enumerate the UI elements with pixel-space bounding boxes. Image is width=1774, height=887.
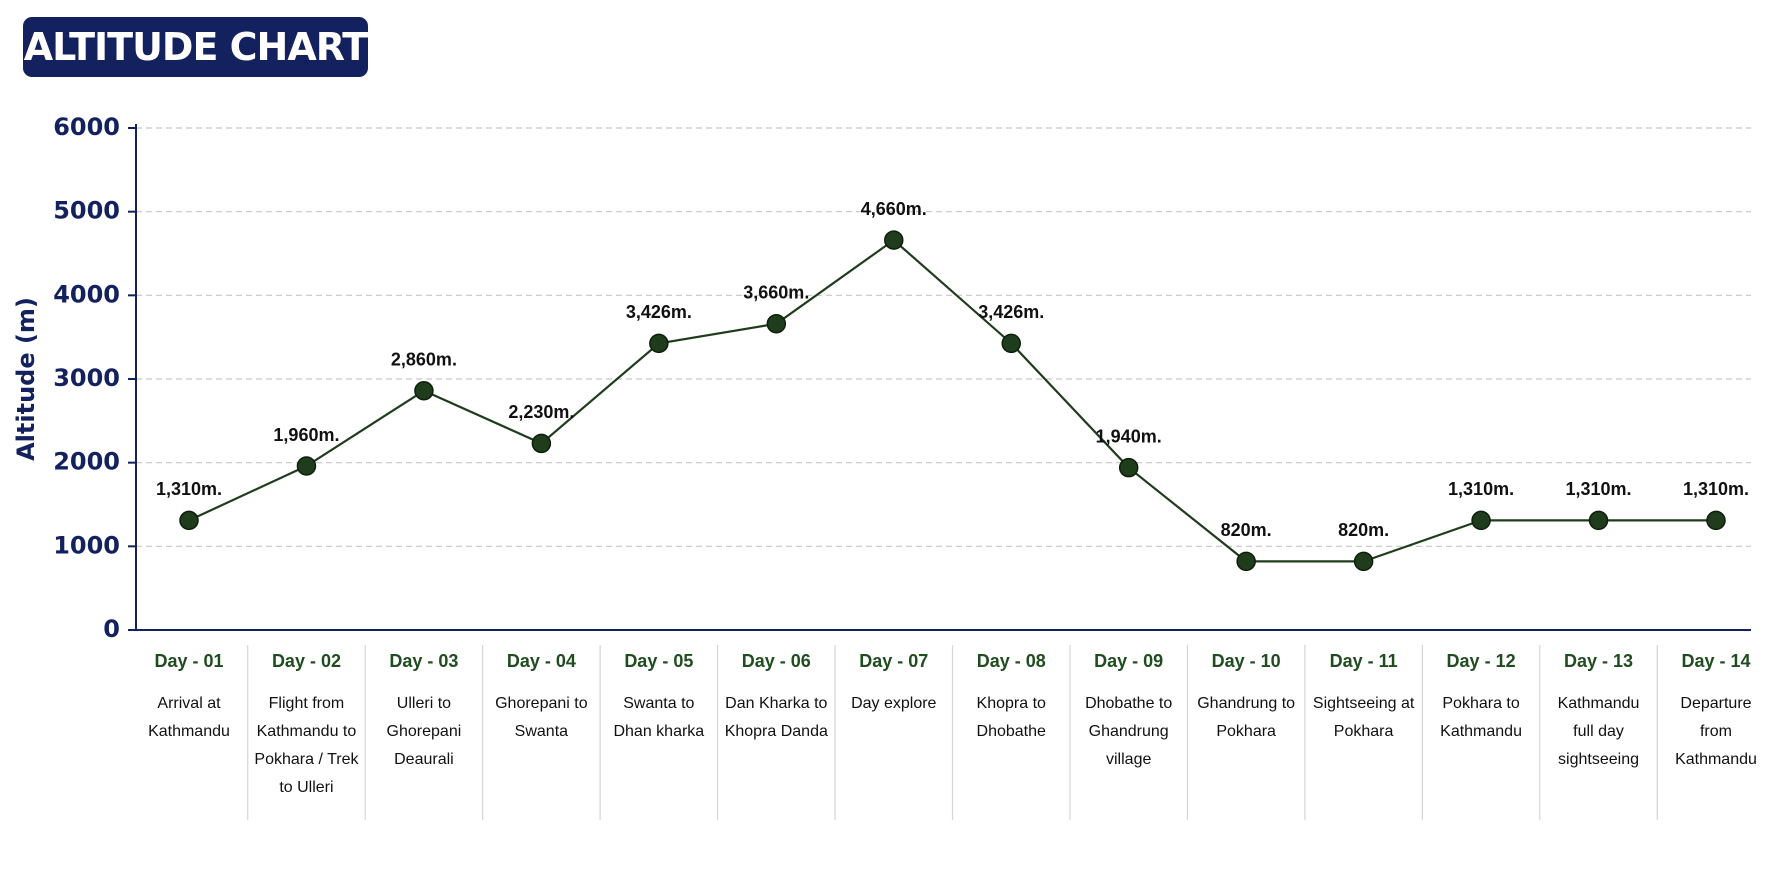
x-tick-label: Day - 05 <box>624 651 693 671</box>
y-tick-label: 4000 <box>53 280 120 308</box>
point <box>1471 510 1491 531</box>
x-tick-label: Day - 06 <box>742 651 811 671</box>
day-description: Flight from Kathmandu to Pokhara / Trek … <box>254 695 359 796</box>
x-tick-label: Day - 04 <box>507 651 576 671</box>
point <box>531 433 552 454</box>
x-tick-label: Day - 07 <box>859 651 928 671</box>
x-tick-label: Day - 08 <box>977 651 1046 671</box>
point <box>179 510 199 531</box>
value-label: 2,230m. <box>508 402 574 422</box>
value-label: 820m. <box>1221 520 1272 540</box>
x-tick-label: Day - 11 <box>1330 651 1398 671</box>
x-tick-label: Day - 14 <box>1681 651 1750 671</box>
x-tick-label: Day - 01 <box>154 651 223 671</box>
day-description: Khopra to Dhobathe <box>976 695 1046 740</box>
x-tick-label: Day - 09 <box>1094 651 1163 671</box>
point <box>296 456 317 476</box>
x-tick-label: Day - 13 <box>1564 651 1633 671</box>
point <box>766 314 787 334</box>
day-description: Swanta to Dhan kharka <box>613 695 705 740</box>
value-label: 4,660m. <box>861 199 927 219</box>
day-description: Dhobathe to Ghandrung village <box>1085 695 1173 768</box>
y-tick-label: 5000 <box>53 197 120 225</box>
altitude-line <box>188 238 1716 563</box>
value-label: 1,310m. <box>1448 479 1514 499</box>
point <box>1001 333 1021 354</box>
day-description: Ghandrung to Pokhara <box>1197 695 1296 740</box>
point <box>1118 457 1139 478</box>
value-label: 2,860m. <box>391 349 457 369</box>
x-tick-label: Day - 02 <box>272 651 341 671</box>
value-label: 1,310m. <box>156 479 222 499</box>
day-description: Sightseeing at Pokhara <box>1312 695 1415 740</box>
day-description: Departure from Kathmandu <box>1675 695 1757 768</box>
y-axis-label: Altitude (m) <box>12 297 40 461</box>
point <box>1236 551 1256 572</box>
value-label: 3,660m. <box>743 283 809 303</box>
x-tick-label: Day - 12 <box>1447 651 1516 671</box>
value-label: 3,426m. <box>626 302 692 322</box>
y-tick-label: 0 <box>103 615 120 643</box>
value-label: 1,310m. <box>1683 479 1749 499</box>
point <box>884 230 904 250</box>
y-tick-label: 2000 <box>53 448 120 476</box>
point <box>1706 510 1726 531</box>
point <box>1353 551 1374 572</box>
day-description: Dan Kharka to Khopra Danda <box>724 695 828 740</box>
day-description: Arrival at Kathmandu <box>148 695 230 740</box>
x-tick-label: Day - 10 <box>1212 651 1281 671</box>
value-label: 820m. <box>1338 520 1389 540</box>
y-tick-label: 3000 <box>53 364 120 392</box>
value-label: 1,310m. <box>1566 479 1632 499</box>
value-label: 3,426m. <box>978 302 1044 322</box>
day-description: Ulleri to Ghorepani Deaurali <box>386 695 462 768</box>
chart-title: ALTITUDE CHART <box>23 17 368 77</box>
point <box>649 333 669 354</box>
day-description: Kathmandu full day sightseeing <box>1557 695 1640 768</box>
value-label: 1,940m. <box>1096 426 1162 446</box>
day-description: Day explore <box>851 695 937 712</box>
y-tick-label: 1000 <box>53 531 120 559</box>
value-label: 1,960m. <box>273 425 339 445</box>
day-description: Pokhara to Kathmandu <box>1440 695 1522 740</box>
x-tick-label: Day - 03 <box>389 651 458 671</box>
point <box>414 380 434 401</box>
point <box>1588 510 1609 531</box>
day-description: Ghorepani to Swanta <box>495 695 588 740</box>
y-tick-label: 6000 <box>53 113 120 141</box>
